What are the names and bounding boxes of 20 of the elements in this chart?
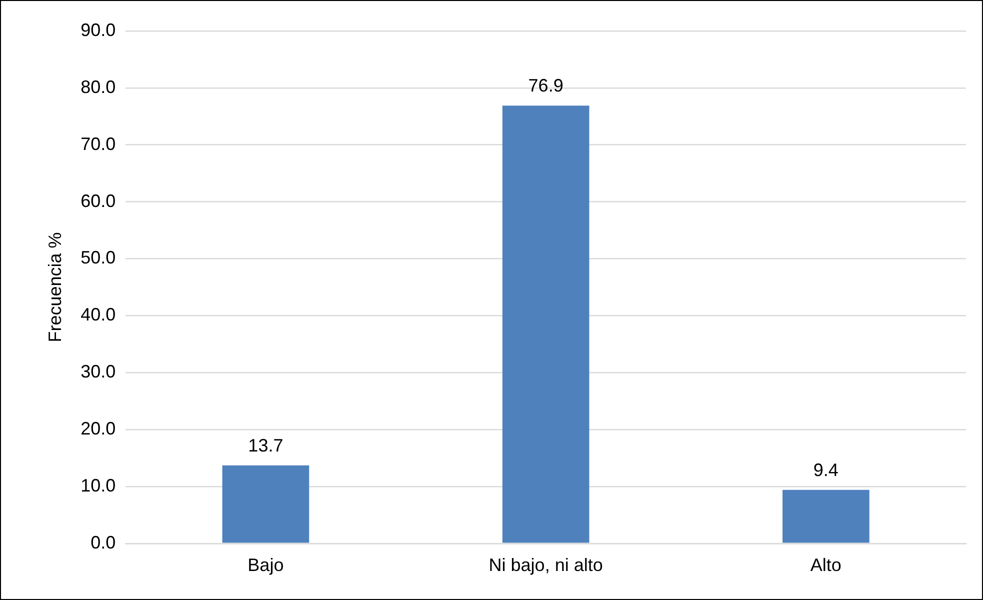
y-tick-label: 20.0 xyxy=(80,418,116,438)
y-tick-label: 0.0 xyxy=(90,532,116,552)
y-tick-label: 70.0 xyxy=(80,134,116,154)
y-tick-label: 10.0 xyxy=(80,475,116,496)
x-tick-label: Bajo xyxy=(248,555,284,576)
data-label: 13.7 xyxy=(248,435,284,456)
y-tick-label: 50.0 xyxy=(80,248,116,268)
y-tick-label: 80.0 xyxy=(80,76,116,97)
bar xyxy=(782,490,870,543)
data-label: 76.9 xyxy=(528,76,564,96)
bar xyxy=(222,465,310,543)
x-tick-label: Alto xyxy=(810,555,842,576)
y-axis-title: Frecuencia % xyxy=(44,232,65,342)
x-tick-label: Ni bajo, ni alto xyxy=(488,555,603,576)
y-tick-label: 90.0 xyxy=(80,20,116,40)
data-label: 9.4 xyxy=(813,460,838,480)
y-tick-label: 30.0 xyxy=(80,362,116,382)
y-tick-label: 40.0 xyxy=(80,304,116,325)
bar xyxy=(502,106,590,543)
y-tick-label: 60.0 xyxy=(80,190,116,211)
